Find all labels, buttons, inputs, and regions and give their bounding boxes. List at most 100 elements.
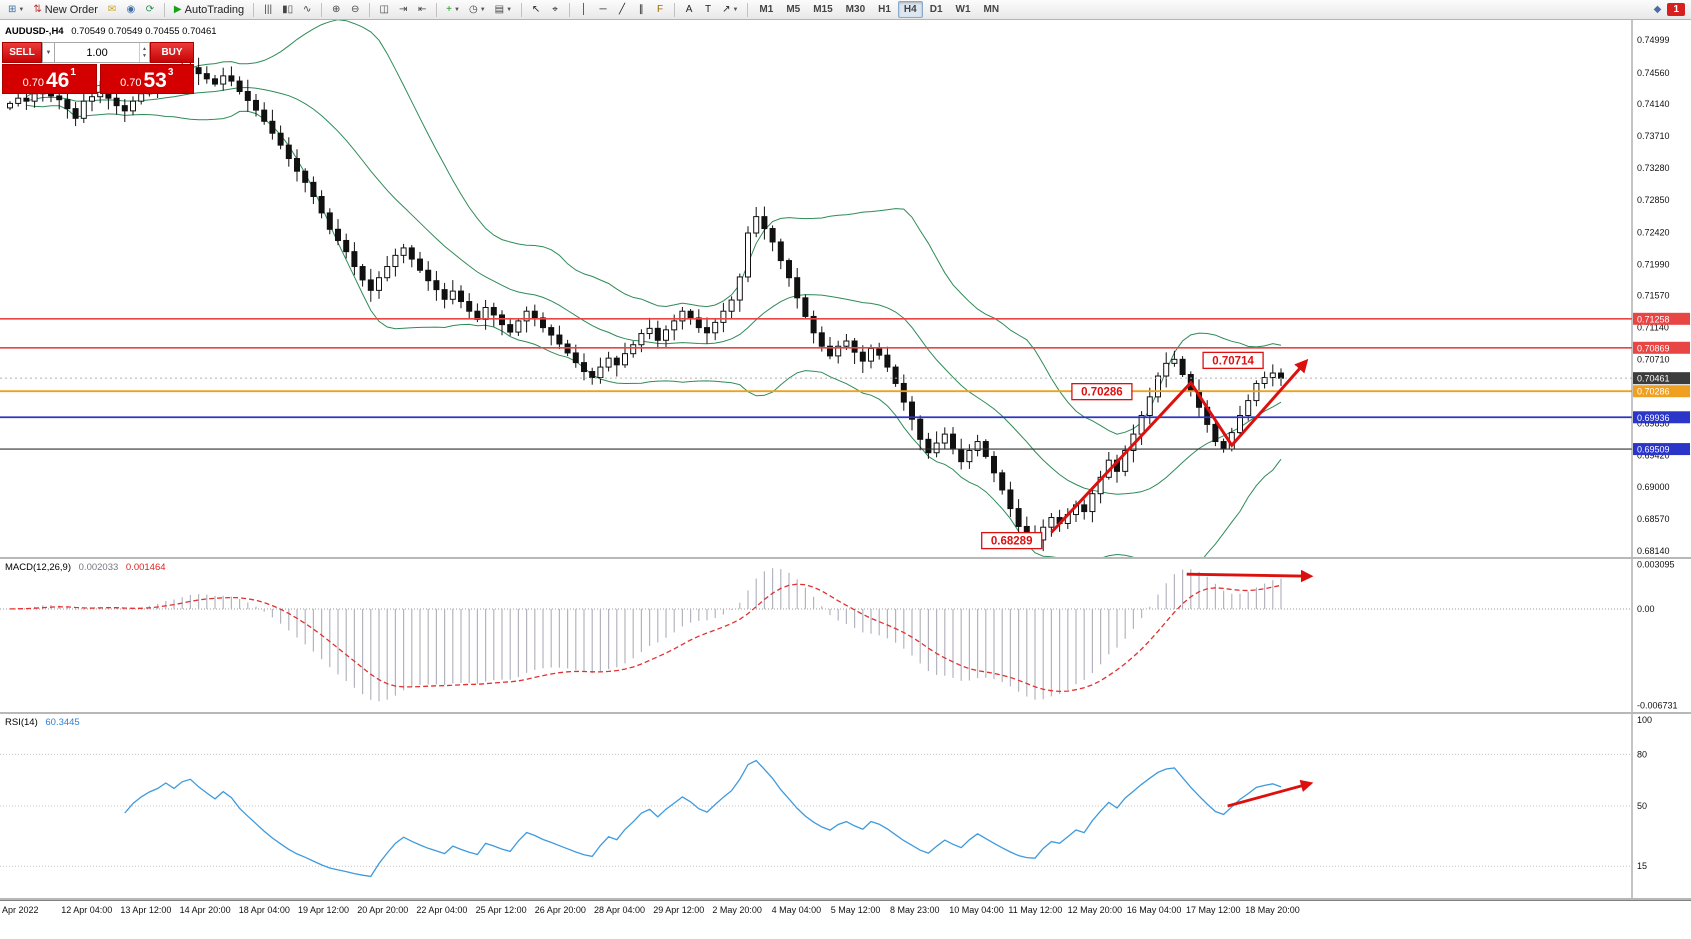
vertical-line-icon[interactable]: │	[575, 1, 593, 18]
macd-indicator-panel[interactable]: 0.003095 0.00 -0.006731 MACD(12,26,9) 0.00…	[0, 559, 1691, 712]
svg-text:0.69936: 0.69936	[1637, 413, 1670, 423]
buy-button[interactable]: BUY	[150, 42, 194, 63]
price-chart-surface[interactable]: 0.70714 0.70286 0.68289 0.74999 0.74560 0.741…	[0, 20, 1691, 557]
text-icon[interactable]: A	[680, 1, 698, 18]
mailbox-icon[interactable]: ✉	[103, 1, 121, 18]
svg-text:80: 80	[1637, 749, 1647, 759]
crosshair-icon[interactable]: ⌖	[546, 1, 564, 18]
bar-chart-icon[interactable]: |||	[259, 1, 277, 18]
svg-text:0.72420: 0.72420	[1637, 227, 1670, 237]
text-icon: A	[685, 3, 693, 15]
timeframe-m30[interactable]: M30	[845, 4, 866, 15]
time-label: 16 May 04:00	[1126, 905, 1182, 915]
svg-text:0.70710: 0.70710	[1637, 355, 1670, 365]
bollinger-lower-band[interactable]	[26, 104, 1282, 557]
indicators-icon[interactable]: + ▼	[442, 1, 464, 18]
market-watch-icon[interactable]: ◉	[122, 1, 140, 18]
svg-text:0.71990: 0.71990	[1637, 259, 1670, 269]
timeframe-w1[interactable]: W1	[955, 4, 971, 15]
volume-up-arrow[interactable]: ▲	[142, 45, 147, 52]
notifications-badge[interactable]: 1	[1667, 3, 1685, 16]
volume-spinner: ▲ ▼	[139, 43, 149, 62]
timeframe-m15[interactable]: M15	[813, 4, 833, 15]
periods-icon: ◷	[468, 3, 478, 15]
time-label: 8 May 23:00	[890, 905, 940, 915]
time-label: 12 May 20:00	[1067, 905, 1123, 915]
panel-divider[interactable]	[0, 898, 1691, 900]
line-chart-icon[interactable]: ∿	[298, 1, 316, 18]
buy-price-big: 53	[143, 69, 167, 92]
refresh-icon[interactable]: ⟳	[141, 1, 159, 18]
svg-text:0.71140: 0.71140	[1637, 323, 1669, 333]
zoom-in-icon[interactable]: ⊕	[327, 1, 345, 18]
rsi-line[interactable]	[124, 759, 1282, 878]
bollinger-upper-band[interactable]	[26, 20, 1282, 435]
auto-scroll-icon[interactable]: ⇥	[394, 1, 412, 18]
volume-input[interactable]	[55, 43, 140, 62]
panel-divider[interactable]	[0, 712, 1691, 714]
volume-down-arrow[interactable]: ▼	[142, 52, 147, 59]
timeframe-h1[interactable]: H1	[878, 4, 891, 15]
rsi-indicator-panel[interactable]: 100 80 50 15 RSI(14) 60.3445	[0, 714, 1691, 898]
periods-icon[interactable]: ◷ ▼	[465, 1, 490, 18]
dropdown-caret-icon[interactable]: ▼	[732, 6, 739, 13]
time-label: 2 May 20:00	[712, 905, 762, 915]
timeframe-h4[interactable]: H4	[897, 1, 923, 18]
dropdown-caret-icon[interactable]: ▼	[479, 6, 486, 13]
timeframe-m1[interactable]: M1	[759, 4, 774, 15]
macd-annotation-arrow[interactable]	[1186, 569, 1314, 583]
trend-arrow[interactable]	[1050, 358, 1309, 534]
svg-text:50: 50	[1637, 801, 1647, 811]
sell-price-display[interactable]: 0.70 46 1	[2, 64, 97, 94]
tile-windows-icon[interactable]: ◫	[375, 1, 393, 18]
toolbar-separator	[321, 2, 323, 17]
main-chart-panel[interactable]: 0.70714 0.70286 0.68289 0.74999 0.74560 0.741…	[0, 20, 1691, 557]
cursor-icon[interactable]: ↖	[527, 1, 545, 18]
time-label: 26 Apr 20:00	[534, 905, 586, 915]
volume-dropdown[interactable]: ▼	[42, 42, 55, 63]
rsi-annotation-arrow[interactable]	[1227, 779, 1314, 808]
community-icon[interactable]: ◆	[1648, 1, 1666, 18]
price-annotation-0.70286[interactable]: 0.70286	[1071, 383, 1133, 401]
trendline-icon[interactable]: ╱	[613, 1, 631, 18]
timeframe-mn[interactable]: MN	[983, 4, 1000, 15]
chart-shift-icon[interactable]: ⇤	[413, 1, 431, 18]
arrows-icon[interactable]: ↗ ▼	[718, 1, 742, 18]
price-annotation-0.70714[interactable]: 0.70714	[1202, 351, 1264, 370]
axis-current-price-tag: 0.70461	[1633, 372, 1690, 385]
macd-scale: 0.003095 0.00 -0.006731	[1637, 560, 1678, 711]
svg-text:0.74560: 0.74560	[1637, 68, 1670, 78]
autotrading-button[interactable]: ▶ AutoTrading	[170, 1, 248, 18]
macd-histogram[interactable]	[10, 568, 1282, 702]
horizontal-line-icon[interactable]: ─	[594, 1, 612, 18]
panel-divider[interactable]	[0, 557, 1691, 559]
svg-text:0.69509: 0.69509	[1637, 445, 1670, 455]
timeframe-m5[interactable]: M5	[786, 4, 801, 15]
svg-text:-0.006731: -0.006731	[1637, 701, 1678, 711]
svg-text:0.69850: 0.69850	[1637, 419, 1670, 429]
vertical-line-icon: │	[580, 3, 588, 15]
candlestick-chart-icon[interactable]: ▮▯	[278, 1, 297, 18]
dropdown-caret-icon[interactable]: ▼	[454, 6, 460, 13]
macd-name: MACD(12,26,9)	[5, 562, 71, 573]
buy-price-display[interactable]: 0.70 53 3	[99, 64, 194, 94]
macd-chart-surface[interactable]: 0.003095 0.00 -0.006731	[0, 559, 1691, 712]
dropdown-caret-icon[interactable]: ▼	[506, 6, 513, 13]
chart-symbol-title: AUDUSD-,H4	[5, 26, 64, 37]
new-chart-icon[interactable]: ⊞ ▼	[4, 1, 28, 18]
rsi-chart-surface[interactable]: 100 80 50 15	[0, 714, 1691, 898]
bollinger-middle-band[interactable]	[26, 86, 1282, 495]
new-order-button[interactable]: ⇅ New Order	[29, 1, 102, 18]
auto-scroll-icon: ⇥	[398, 3, 408, 15]
templates-icon[interactable]: ▤ ▼	[491, 1, 516, 18]
dropdown-caret-icon[interactable]: ▼	[18, 6, 25, 13]
timeframe-d1[interactable]: D1	[929, 4, 943, 15]
fibonacci-icon[interactable]: F	[651, 1, 669, 18]
zoom-out-icon[interactable]: ⊖	[346, 1, 364, 18]
sell-button[interactable]: SELL	[2, 42, 42, 63]
candles-layer[interactable]	[7, 57, 1284, 552]
price-annotation-0.68289[interactable]: 0.68289	[981, 531, 1043, 550]
text-label-icon[interactable]: T	[699, 1, 717, 18]
macd-signal-line[interactable]	[9, 583, 1282, 693]
channel-icon[interactable]: ∥	[632, 1, 650, 18]
